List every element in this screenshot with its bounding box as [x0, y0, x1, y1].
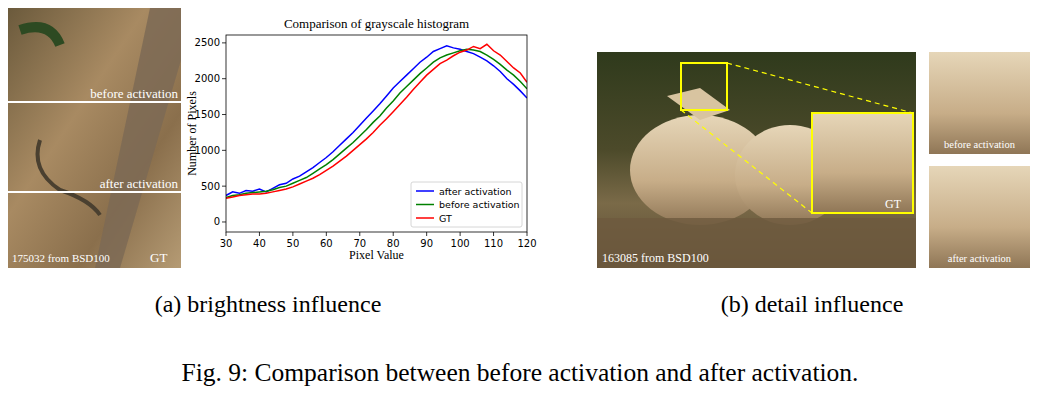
subcaption: (b) detail influence: [721, 291, 904, 317]
x-tick: [292, 232, 293, 236]
plot-area: [226, 44, 527, 198]
series-line: [226, 46, 527, 196]
chart-title: Comparison of grayscale histogram: [284, 16, 469, 31]
x-tick-label: 90: [420, 238, 433, 249]
y-tick: [222, 114, 226, 115]
x-tick: [527, 232, 528, 236]
x-tick-label: 110: [484, 238, 503, 249]
x-tick: [359, 232, 360, 236]
figure-caption: Fig. 9: Comparison between before activa…: [182, 358, 859, 387]
crop-photo: [929, 166, 1030, 268]
legend-label: after activation: [439, 186, 512, 197]
y-tick-label: 2000: [195, 73, 220, 84]
y-tick: [222, 42, 226, 43]
y-tick: [222, 150, 226, 151]
split-label: after activation: [100, 176, 179, 191]
inset-tag: GT: [885, 197, 902, 211]
split-label: before activation: [90, 86, 178, 101]
crop-label: after activation: [948, 253, 1012, 264]
image-tag: GT: [150, 250, 167, 265]
x-tick-label: 70: [353, 238, 366, 249]
photo-nest: [597, 218, 916, 268]
x-tick-label: 120: [517, 238, 536, 249]
photo-snake: [38, 140, 101, 215]
figure: before activation after activation 175032 …: [0, 0, 1042, 394]
zoom-inset: [812, 113, 913, 213]
photo: [8, 8, 181, 268]
y-tick: [222, 221, 226, 222]
split-line: [8, 191, 181, 193]
legend-label: before activation: [439, 199, 520, 210]
image-source: 163085 from BSD100: [602, 251, 709, 265]
x-tick: [393, 232, 394, 236]
y-tick-label: 1000: [195, 145, 220, 156]
y-tick-label: 2500: [195, 37, 220, 48]
zoom-box: [681, 63, 727, 110]
y-tick-label: 1500: [195, 109, 220, 120]
x-tick: [426, 232, 427, 236]
zoom-connector: [681, 110, 812, 213]
series-line: [226, 44, 527, 198]
x-tick-label: 30: [220, 238, 233, 249]
legend-swatch: [416, 190, 434, 192]
legend-lower-right: [411, 182, 522, 227]
legend-label: GT: [439, 213, 452, 224]
y-tick-label: 0: [214, 216, 220, 227]
photo: [597, 52, 916, 268]
subcaption: (a) brightness influence: [155, 291, 382, 317]
crop-photo: [929, 52, 1030, 154]
crop-label: before activation: [944, 139, 1016, 150]
x-tick: [259, 232, 260, 236]
x-tick-label: 100: [451, 238, 470, 249]
legend-swatch: [416, 204, 434, 206]
photo-grass: [20, 27, 60, 45]
x-tick-label: 40: [253, 238, 266, 249]
y-tick: [222, 186, 226, 187]
x-tick-label: 80: [387, 238, 400, 249]
photo-trunk: [95, 8, 181, 268]
x-tick: [226, 232, 227, 236]
x-tick: [460, 232, 461, 236]
x-tick: [493, 232, 494, 236]
y-tick-label: 500: [201, 181, 220, 192]
plot-frame: [226, 35, 527, 232]
x-tick: [326, 232, 327, 236]
split-line: [8, 101, 181, 103]
zoom-connector: [727, 63, 913, 113]
x-tick-label: 60: [320, 238, 333, 249]
y-axis-label: Number of Pixels: [185, 91, 199, 176]
legend-swatch: [416, 217, 434, 219]
x-axis-label: Pixel Value: [349, 248, 404, 262]
photo-head: [667, 88, 730, 120]
image-source: 175032 from BSD100: [12, 252, 110, 264]
y-tick: [222, 78, 226, 79]
x-tick-label: 50: [287, 238, 300, 249]
series-line: [226, 49, 527, 197]
